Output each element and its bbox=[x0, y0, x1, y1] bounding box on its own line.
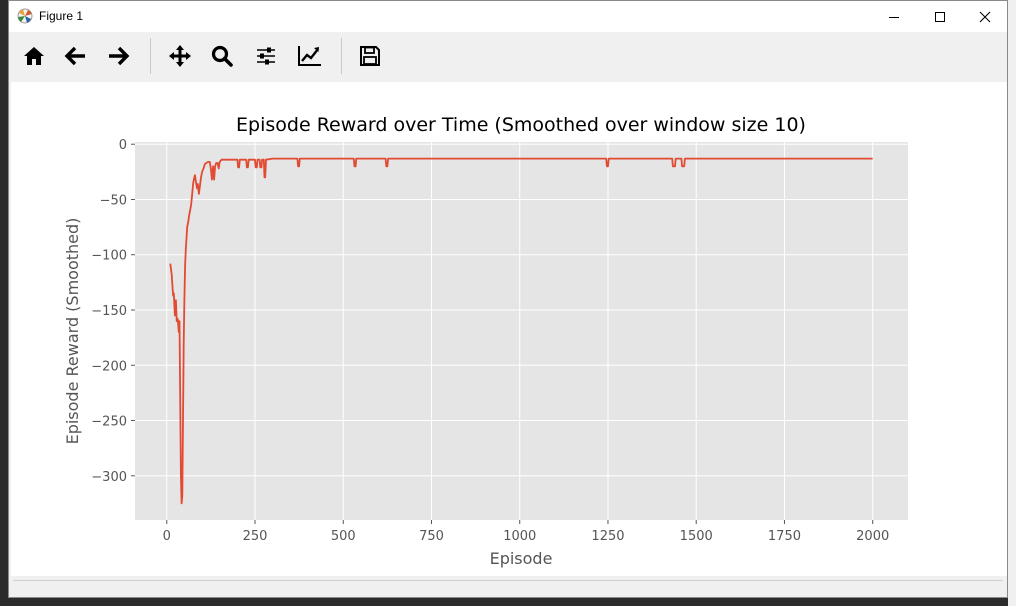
y-axis-label: Episode Reward (Smoothed) bbox=[63, 218, 82, 445]
series-group bbox=[169, 157, 873, 505]
navigation-toolbar bbox=[9, 32, 1007, 80]
back-button[interactable] bbox=[59, 38, 93, 74]
background-editor-left bbox=[0, 0, 8, 606]
x-axis: 0 250 500 750 1000 1250 1500 1750 2000 bbox=[163, 520, 889, 544]
figure-window: Figure 1 bbox=[8, 0, 1008, 598]
close-icon bbox=[979, 11, 991, 22]
x-tick-label: 1250 bbox=[591, 529, 624, 544]
maximize-icon bbox=[935, 11, 945, 22]
toolbar-separator bbox=[341, 38, 342, 74]
y-axis: 0 −50 −100 −150 −200 −250 −300 bbox=[91, 138, 135, 485]
toolbar-separator bbox=[150, 38, 151, 74]
grid-lines bbox=[135, 142, 908, 520]
magnifier-icon bbox=[211, 45, 233, 67]
x-tick-label: 500 bbox=[331, 529, 356, 544]
x-tick-label: 1000 bbox=[503, 529, 536, 544]
window-title: Figure 1 bbox=[39, 9, 84, 23]
customize-button[interactable] bbox=[293, 38, 327, 74]
forward-button[interactable] bbox=[101, 38, 135, 74]
background-editor-right bbox=[1008, 0, 1016, 606]
arrow-left-icon bbox=[64, 46, 85, 66]
floppy-disk-icon bbox=[360, 46, 380, 66]
x-tick-label: 750 bbox=[419, 529, 444, 544]
plot-area[interactable] bbox=[135, 142, 908, 520]
y-tick-label: 0 bbox=[119, 138, 127, 153]
y-tick-label: −50 bbox=[100, 193, 127, 208]
x-tick-label: 1750 bbox=[768, 529, 801, 544]
move-icon bbox=[169, 45, 191, 67]
x-tick-label: 0 bbox=[163, 529, 171, 544]
x-tick-label: 2000 bbox=[856, 529, 889, 544]
chart-title: Episode Reward over Time (Smoothed over … bbox=[236, 114, 806, 136]
status-message bbox=[13, 580, 1003, 595]
title-bar[interactable]: Figure 1 bbox=[9, 1, 1007, 32]
sliders-icon bbox=[257, 47, 275, 65]
y-tick-label: −200 bbox=[91, 359, 127, 374]
matplotlib-app-icon bbox=[17, 8, 33, 24]
home-button[interactable] bbox=[17, 38, 51, 74]
close-button[interactable] bbox=[962, 1, 1008, 32]
home-icon bbox=[24, 47, 44, 65]
arrow-right-icon bbox=[109, 46, 130, 66]
x-axis-label: Episode bbox=[490, 549, 553, 568]
reward-series-line[interactable] bbox=[169, 157, 873, 505]
y-tick-label: −100 bbox=[91, 249, 127, 264]
y-tick-label: −150 bbox=[91, 304, 127, 319]
maximize-button[interactable] bbox=[917, 1, 963, 32]
x-tick-label: 250 bbox=[243, 529, 268, 544]
status-bar bbox=[9, 577, 1007, 597]
save-button[interactable] bbox=[353, 38, 387, 74]
subplots-button[interactable] bbox=[249, 38, 283, 74]
minimize-icon bbox=[889, 16, 899, 18]
chart-line-icon bbox=[298, 46, 321, 66]
y-tick-label: −250 bbox=[91, 415, 127, 430]
minimize-button[interactable] bbox=[871, 1, 917, 32]
y-tick-label: −300 bbox=[91, 470, 127, 485]
pan-button[interactable] bbox=[163, 38, 197, 74]
zoom-button[interactable] bbox=[205, 38, 239, 74]
chart[interactable]: Episode Reward over Time (Smoothed over … bbox=[11, 82, 1007, 576]
x-tick-label: 1500 bbox=[680, 529, 713, 544]
figure-canvas[interactable]: Episode Reward over Time (Smoothed over … bbox=[11, 82, 1007, 576]
